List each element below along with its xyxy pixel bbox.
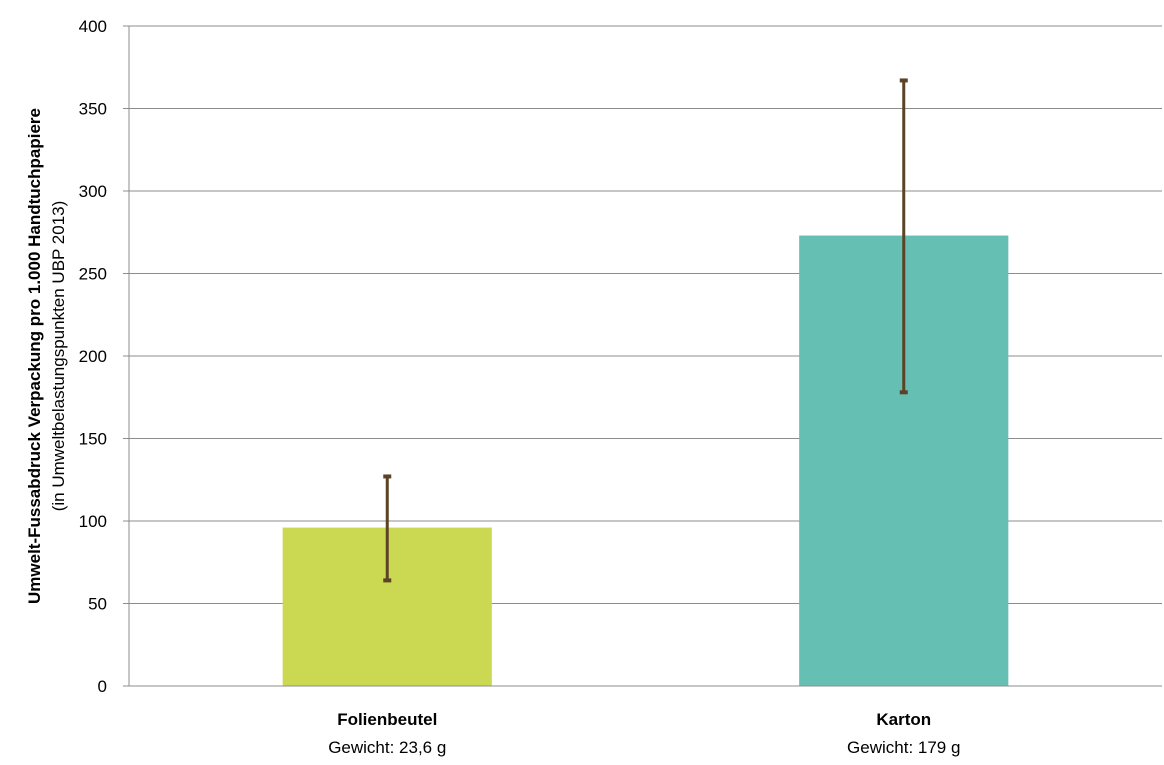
y-tick-label: 400 — [79, 17, 107, 36]
axes — [123, 25, 1162, 687]
y-tick-label: 300 — [79, 182, 107, 201]
y-axis-ticks: 0 50 100 150 200 250 300 350 400 — [79, 17, 107, 696]
x-category-label: Folienbeutel — [337, 710, 437, 729]
y-tick-label: 100 — [79, 512, 107, 531]
x-category-sublabel: Gewicht: 179 g — [847, 738, 960, 757]
x-axis-categories: Folienbeutel Gewicht: 23,6 g Karton Gewicht… — [328, 710, 960, 757]
gridlines — [129, 25, 1162, 604]
bars — [282, 235, 1009, 687]
y-axis-label: Umwelt-Fussabdruck Verpackung pro 1.000 … — [25, 108, 44, 604]
y-axis-sublabel: (in Umweltbelastungspunkten UBP 2013) — [49, 201, 68, 512]
y-axis-title: Umwelt-Fussabdruck Verpackung pro 1.000 … — [25, 108, 68, 604]
y-tick-label: 50 — [88, 595, 107, 614]
y-tick-label: 250 — [79, 265, 107, 284]
y-tick-label: 150 — [79, 430, 107, 449]
x-category-sublabel: Gewicht: 23,6 g — [328, 738, 446, 757]
x-category-label: Karton — [876, 710, 931, 729]
y-tick-label: 350 — [79, 100, 107, 119]
error-bars — [383, 78, 908, 583]
y-tick-label: 0 — [98, 677, 107, 696]
y-tick-label: 200 — [79, 347, 107, 366]
